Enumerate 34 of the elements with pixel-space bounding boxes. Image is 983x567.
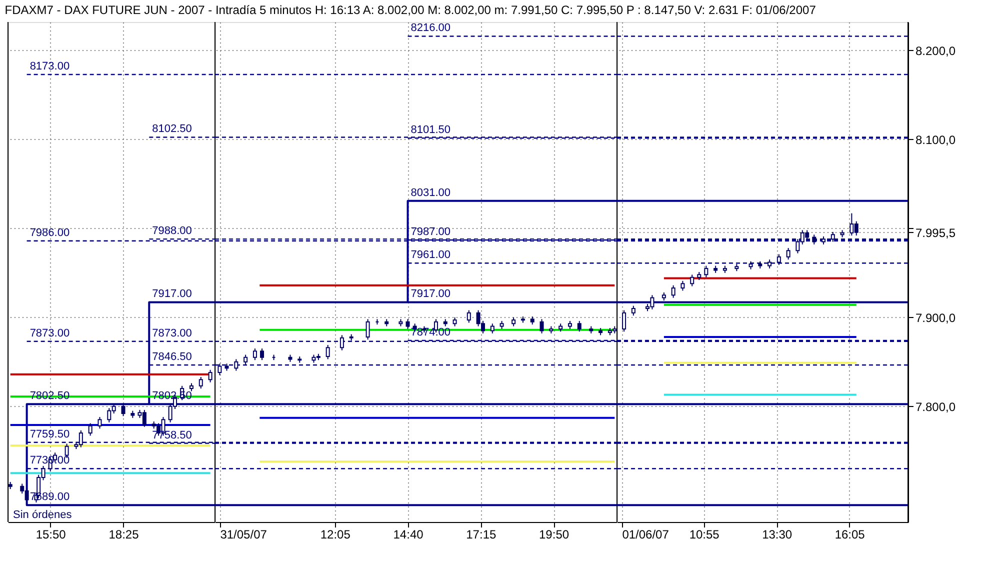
x-tick-label: 18:25 (108, 528, 140, 542)
annotation: 8102.50 (152, 123, 192, 136)
y-tick-label: 8.200,0 (916, 44, 956, 58)
x-tick-label: 31/05/07 (220, 528, 268, 542)
annotation: 7961.00 (410, 249, 451, 262)
x-tick-label: 16:05 (834, 528, 866, 542)
annotation: 7873.00 (152, 327, 192, 340)
x-tick-label: 14:40 (393, 528, 424, 542)
x-tick-label: 01/06/07 (622, 528, 670, 542)
annotation: 8031.00 (410, 186, 451, 199)
y-tick-label: 7.800,0 (916, 400, 956, 414)
x-tick-label: 15:50 (36, 528, 66, 542)
x-tick-label: 13:30 (762, 528, 792, 542)
annotation: 8216.00 (410, 22, 451, 34)
x-tick-label: 10:55 (689, 528, 720, 542)
annotation: 7986.00 (30, 226, 70, 239)
x-tick-label: 17:15 (466, 528, 496, 542)
annotation: 8173.00 (30, 60, 70, 72)
text: FDAXM7 - DAX FUTURE JUN - 2007 - Intradía 5 minutos H: 16:13 A: 8.002,00 M: 8.002,00 m: 7.991,50 C: 7.995,50 P : 8.147,50 V: 2.631 F: 01/06/2007 (4, 3, 816, 17)
annotation: 7758.50 (152, 429, 192, 442)
y-tick-label: 8.100,0 (916, 132, 956, 147)
y-tick-label: 7.995,5 (916, 226, 956, 240)
annotation: 7846.50 (152, 350, 192, 363)
annotation: 7917.00 (152, 288, 192, 300)
x-tick-label: 19:50 (539, 528, 570, 542)
annotation: Sin órdenes (13, 509, 72, 521)
annotation: 7873.00 (30, 327, 70, 340)
y-tick-label: 7.900,0 (916, 310, 956, 325)
annotation: 7987.00 (410, 226, 451, 238)
annotation: 7917.00 (410, 288, 451, 300)
annotation: 7988.00 (152, 225, 192, 238)
annotation: 7759.50 (30, 428, 70, 440)
annotation: 8101.50 (410, 124, 451, 136)
x-tick-label: 12:05 (320, 528, 351, 542)
